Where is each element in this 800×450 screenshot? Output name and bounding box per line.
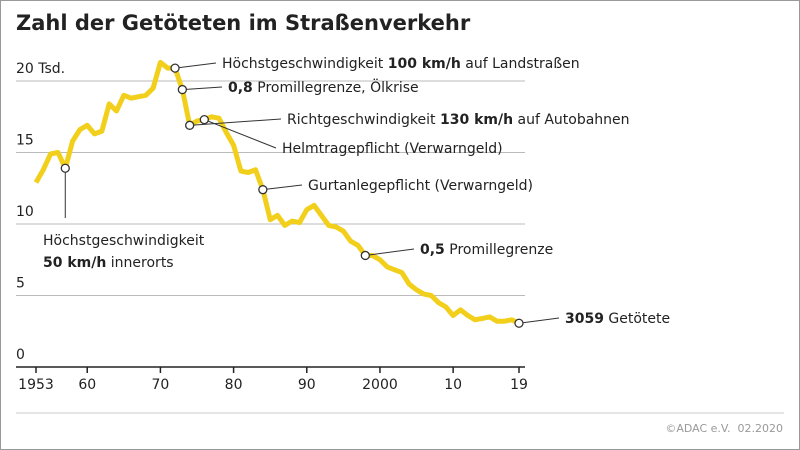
x-tick-label: 1953 — [18, 377, 54, 393]
annotation-segment: 50 km/h — [43, 255, 106, 271]
x-tick-label: 80 — [225, 377, 243, 393]
x-tick-label: 10 — [444, 377, 462, 393]
annotation-segment: auf Landstraßen — [461, 56, 580, 72]
annotation-text: Gurtanlegepflicht (Verwarngeld) — [308, 178, 533, 194]
leader-line — [262, 184, 303, 191]
annotation-text: Richtgeschwindigkeit 130 km/h auf Autoba… — [287, 112, 630, 128]
annotation-text: 3059 Getötete — [565, 311, 670, 327]
annotation-segment: innerorts — [106, 255, 173, 271]
x-tick-label: 60 — [78, 377, 96, 393]
source: ©ADAC e.V. 02.2020 — [665, 422, 783, 435]
annotation-marker — [60, 163, 70, 173]
y-tick-label: 15 — [16, 133, 34, 149]
annotation-marker — [360, 250, 370, 261]
x-tick-label: 19 — [510, 377, 528, 393]
annotation-segment: auf Autobahnen — [513, 112, 629, 128]
x-tick-label: 70 — [151, 377, 169, 393]
annotation-segment: Promillegrenze, Ölkrise — [253, 78, 419, 96]
leader-line — [365, 248, 415, 256]
annotation-segment: 0,5 — [420, 242, 445, 258]
x-tick-label: 2000 — [362, 377, 398, 393]
data-line — [33, 59, 521, 326]
annotation-segment: 3059 — [565, 311, 604, 327]
annotation-segment: 0,8 — [228, 80, 253, 96]
leader-line — [189, 118, 282, 126]
annotation-segment: Promillegrenze — [445, 242, 553, 258]
leader-line — [518, 317, 560, 324]
x-tick-label: 90 — [298, 377, 316, 393]
annotation-marker — [199, 114, 209, 125]
annotation-segment: 130 km/h — [440, 112, 513, 128]
annotation-segment: Gurtanlegepflicht (Verwarngeld) — [308, 178, 533, 194]
y-tick-label: 0 — [16, 347, 25, 363]
annotation-text: 0,5 Promillegrenze — [420, 242, 553, 258]
annotation-text: 0,8 Promillegrenze, Ölkrise — [228, 78, 419, 96]
annotation-segment: Richtgeschwindigkeit — [287, 112, 440, 128]
leader-line — [204, 119, 277, 149]
annotation-segment: Höchstgeschwindigkeit — [43, 233, 205, 249]
annotation-marker — [258, 185, 268, 195]
annotation-text: Höchstgeschwindigkeit 100 km/h auf Lands… — [222, 56, 580, 72]
annotation-marker — [185, 120, 195, 130]
annotation-segment: Getötete — [604, 311, 670, 327]
y-tick-label: 5 — [16, 276, 25, 292]
leader-line — [174, 62, 217, 69]
annotation-segment: Höchstgeschwindigkeit — [222, 56, 388, 72]
y-tick-label: 20 Tsd. — [16, 61, 65, 77]
annotation-text: Höchstgeschwindigkeit — [43, 233, 205, 249]
annotation-text: Helmtragepflicht (Verwarngeld) — [282, 141, 503, 157]
annotation-marker — [514, 318, 524, 328]
leader-line — [182, 86, 223, 91]
y-tick-label: 10 — [16, 204, 34, 220]
annotation-marker — [170, 63, 180, 73]
chart-title: Zahl der Getöteten im Straßenverkehr — [16, 11, 471, 35]
annotation-segment: Helmtragepflicht (Verwarngeld) — [282, 141, 503, 157]
annotation-segment: 100 km/h — [388, 56, 461, 72]
annotation-marker — [177, 84, 188, 95]
annotation-text: 50 km/h innerorts — [43, 255, 174, 271]
